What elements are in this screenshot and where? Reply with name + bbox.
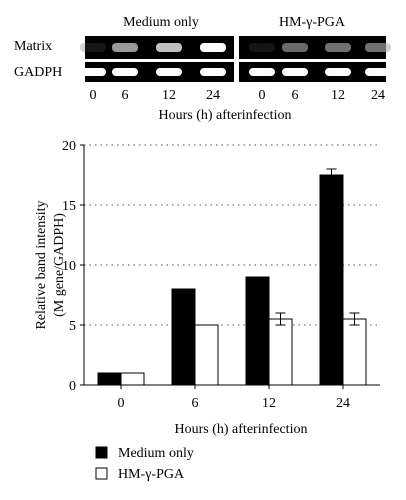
- gel-lane-label: 12: [162, 88, 176, 103]
- x-tick-label: 0: [118, 396, 125, 411]
- gel-lane-label: 6: [292, 88, 299, 103]
- gel-band-matrix-6: [325, 43, 351, 52]
- x-axis-label: Hours (h) afterinfection: [175, 422, 308, 437]
- bar-medium-6: [171, 288, 196, 386]
- y-axis-label-line2: (M gene/GADPH): [52, 213, 67, 317]
- bar-hm-pga-12: [268, 318, 293, 386]
- bar-hm-pga-0: [120, 372, 145, 386]
- gel-band-gadph-4: [249, 68, 275, 76]
- gel-lane-label: 24: [206, 88, 220, 103]
- gel-lane-label: 6: [122, 88, 129, 103]
- gel-band-gadph-6: [325, 68, 351, 76]
- legend-label-hm-pga: HM-γ-PGA: [118, 467, 185, 482]
- gel-strips: [80, 36, 391, 82]
- gel-band-matrix-1: [112, 43, 138, 52]
- y-axis-label-line1: Relative band intensity: [34, 200, 49, 329]
- y-tick-label: 20: [62, 139, 76, 154]
- bar-hm-pga-24: [342, 318, 367, 386]
- gel-x-axis-label: Hours (h) afterinfection: [159, 108, 292, 123]
- gel-lane-label: 0: [90, 88, 97, 103]
- x-tick-label: 6: [192, 396, 199, 411]
- gel-row-label-gadph: GADPH: [14, 65, 62, 80]
- x-tick-label: 24: [336, 396, 350, 411]
- gel-lane-labels: 0 6 12 24 0 6 12 24: [90, 88, 386, 103]
- bar-medium-24: [319, 174, 344, 386]
- y-tick-label: 5: [69, 319, 76, 334]
- gel-lane-label: 12: [331, 88, 345, 103]
- bar-medium-12: [245, 276, 270, 386]
- y-axis-ticks: 0 5 10 15 20: [62, 139, 84, 394]
- gel-band-matrix-4: [249, 43, 275, 52]
- gel-group-label-hm-pga: HM-γ-PGA: [279, 15, 346, 30]
- y-tick-label: 0: [69, 379, 76, 394]
- bar-hm-pga-6: [194, 324, 219, 386]
- gel-band-matrix-2: [156, 43, 182, 52]
- gel-band-gadph-1: [112, 68, 138, 76]
- bars: [97, 168, 367, 386]
- gel-band-gadph-3: [200, 68, 226, 76]
- legend-swatch-hm-pga: [95, 467, 108, 480]
- gel-band-matrix-0: [80, 43, 106, 52]
- x-axis-ticks: 0 6 12 24: [118, 385, 350, 411]
- legend-swatch-medium: [95, 446, 108, 459]
- gel-lane-label: 0: [259, 88, 266, 103]
- gel-strip-matrix-1: [239, 36, 386, 59]
- gel-band-gadph-2: [156, 68, 182, 76]
- gel-band-matrix-5: [282, 43, 308, 52]
- gel-group-label-medium: Medium only: [123, 15, 199, 30]
- y-tick-label: 15: [62, 199, 76, 214]
- gel-band-matrix-7: [365, 43, 391, 52]
- bar-medium-0: [97, 372, 122, 386]
- y-tick-label: 10: [62, 259, 76, 274]
- legend-label-medium: Medium only: [118, 446, 194, 461]
- gel-band-gadph-7: [365, 68, 391, 76]
- gel-band-gadph-5: [282, 68, 308, 76]
- legend: Medium only HM-γ-PGA: [95, 446, 194, 482]
- gel-row-label-matrix: Matrix: [14, 39, 52, 54]
- gel-band-matrix-3: [200, 43, 226, 52]
- gel-strip-gadph-1: [239, 62, 386, 82]
- x-tick-label: 12: [262, 396, 276, 411]
- gel-lane-label: 24: [371, 88, 385, 103]
- gel-band-gadph-0: [80, 68, 106, 76]
